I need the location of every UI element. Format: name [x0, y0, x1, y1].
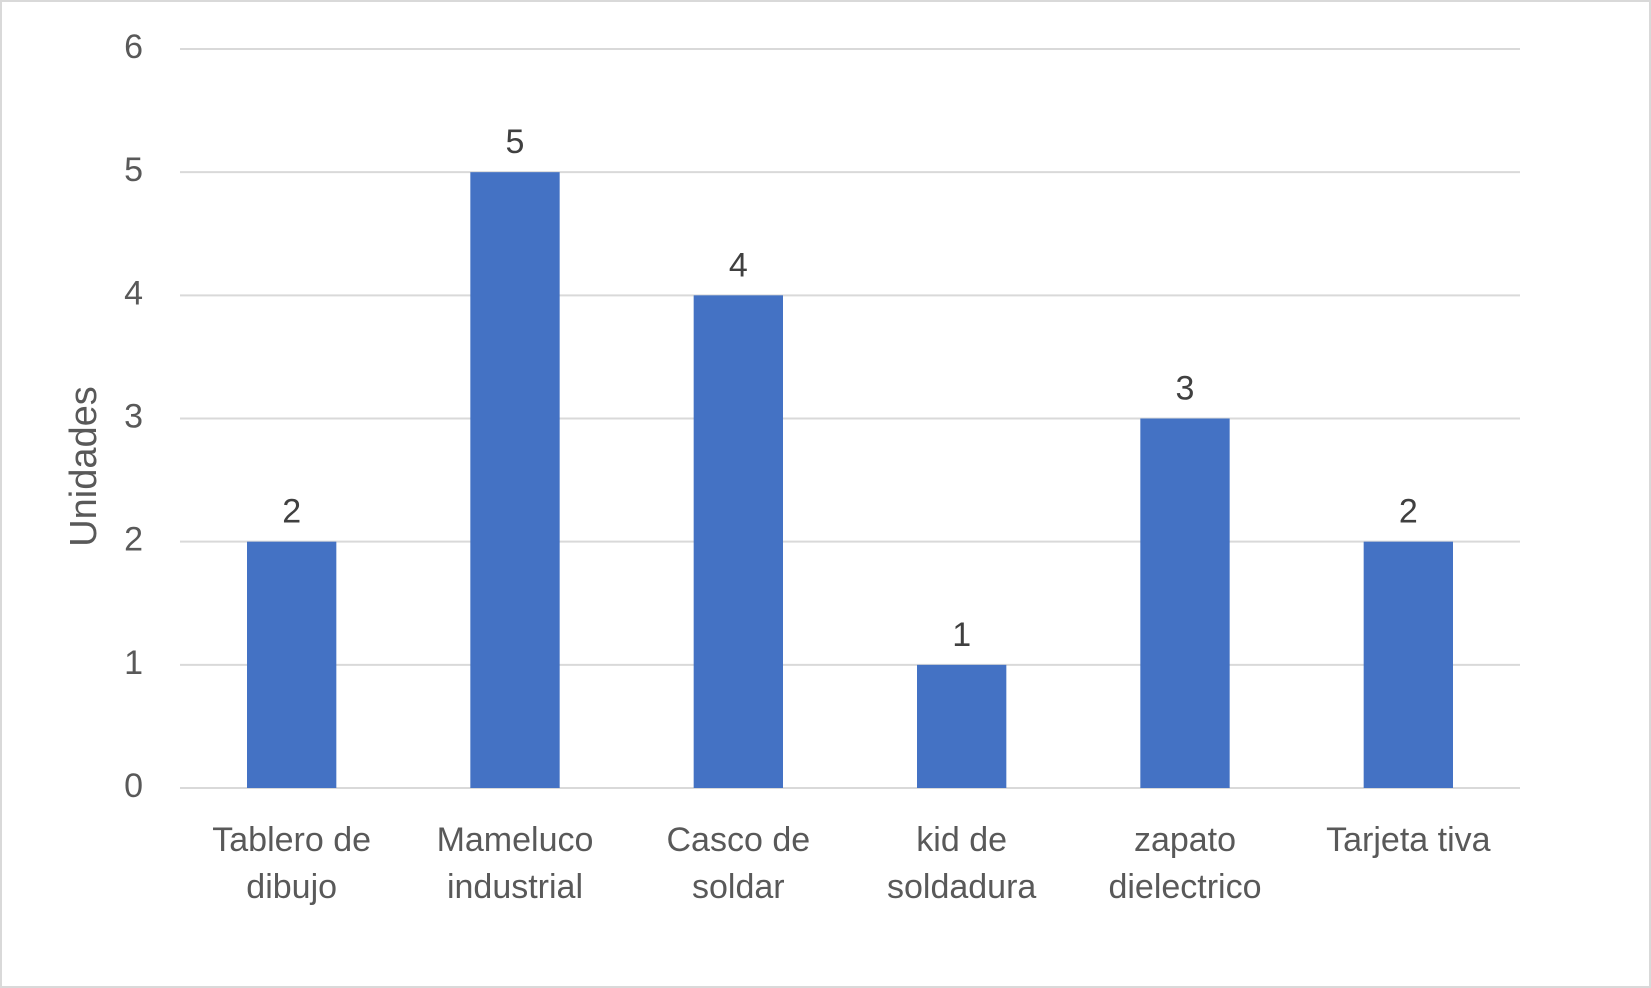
- y-axis-ticks: 0 1 2 3 4 5 6: [124, 28, 143, 805]
- x-axis-categories: Tablero de dibujo Mameluco industrial Casco …: [212, 821, 1490, 906]
- bar-4: [1140, 418, 1230, 788]
- y-tick-label: 4: [124, 274, 143, 312]
- y-tick-label: 1: [124, 644, 143, 682]
- y-tick-label: 0: [124, 767, 143, 805]
- x-category-label-1: Mameluco industrial: [437, 821, 594, 906]
- y-tick-label: 3: [124, 397, 143, 435]
- x-category-label-0: Tablero de dibujo: [212, 821, 371, 906]
- y-tick-label: 2: [124, 521, 143, 559]
- x-category-label-2: Casco de soldar: [667, 821, 811, 906]
- bar-5: [1363, 541, 1453, 788]
- x-category-label-3: kid de soldadura: [887, 821, 1036, 906]
- bar-3: [917, 664, 1007, 788]
- gridlines: [180, 48, 1520, 789]
- data-label-5: 2: [1399, 493, 1418, 531]
- bar-2: [693, 295, 783, 788]
- data-label-3: 1: [952, 616, 971, 654]
- y-axis-title: Unidades: [63, 386, 105, 547]
- data-label-0: 2: [282, 493, 301, 531]
- data-label-4: 3: [1176, 369, 1195, 407]
- bar-1: [470, 172, 560, 788]
- y-tick-label: 5: [124, 151, 143, 189]
- y-tick-label: 6: [124, 28, 143, 66]
- data-labels: 2 5 4 1 3 2: [282, 123, 1418, 654]
- bars: [247, 172, 1453, 788]
- data-label-1: 5: [506, 123, 525, 161]
- bar-0: [247, 541, 337, 788]
- x-category-label-4: zapato dielectrico: [1108, 821, 1261, 906]
- x-category-label-5: Tarjeta tiva: [1326, 821, 1490, 859]
- data-label-2: 4: [729, 246, 748, 284]
